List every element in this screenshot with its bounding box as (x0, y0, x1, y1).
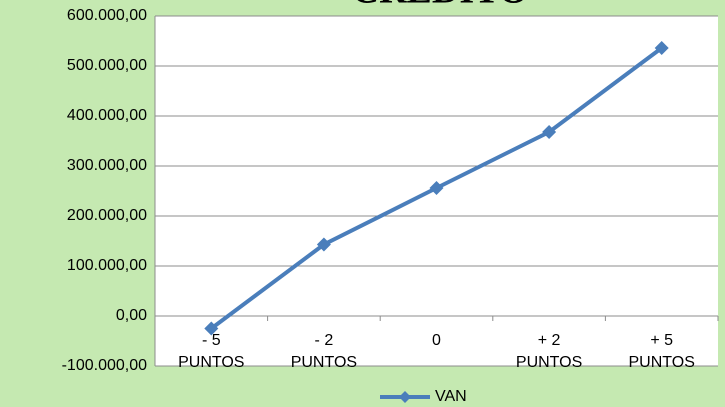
x-tick-label: 0 (432, 332, 441, 349)
chart-title: CRÉDITO (352, 0, 529, 12)
data-point (429, 181, 444, 195)
data-point (542, 125, 557, 139)
legend-marker (399, 391, 411, 403)
y-tick-label: 200.000,00 (67, 207, 147, 224)
y-tick-label: 100.000,00 (67, 257, 147, 274)
x-tick-label: - 5 PUNTOS (178, 332, 245, 371)
y-tick-label: 500.000,00 (67, 57, 147, 74)
x-tick-label: - 2 PUNTOS (290, 332, 358, 371)
data-point (316, 237, 331, 252)
x-tick-label: + 5 PUNTOS (628, 332, 695, 371)
y-tick-label: 0,00 (116, 307, 147, 324)
data-point (204, 321, 219, 336)
data-point (654, 41, 669, 55)
y-tick-label: 300.000,00 (67, 157, 147, 174)
y-tick-label: 600.000,00 (67, 7, 147, 24)
y-tick-label: 400.000,00 (67, 107, 147, 124)
x-tick-label: + 2 PUNTOS (515, 332, 583, 371)
legend-label: VAN (435, 388, 467, 405)
y-tick-label: -100.000,00 (62, 357, 148, 374)
